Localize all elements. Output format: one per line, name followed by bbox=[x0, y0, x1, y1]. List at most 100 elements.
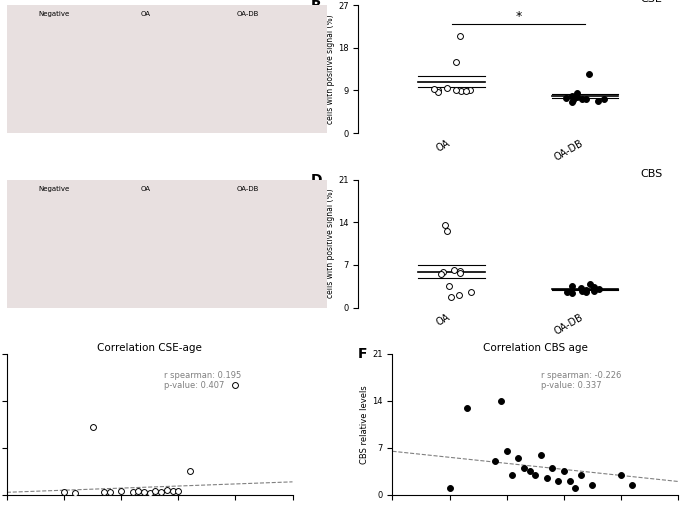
Text: B: B bbox=[310, 0, 321, 13]
Point bbox=[588, 283, 599, 291]
Point bbox=[580, 94, 591, 103]
Point bbox=[145, 489, 155, 497]
Point bbox=[445, 292, 456, 300]
Point bbox=[575, 284, 586, 292]
Point bbox=[162, 486, 173, 494]
Point bbox=[448, 266, 459, 274]
Point bbox=[524, 467, 535, 475]
Text: OA-DB: OA-DB bbox=[237, 186, 260, 192]
Y-axis label: cells with positive signal (%): cells with positive signal (%) bbox=[326, 14, 336, 124]
Point bbox=[461, 87, 472, 95]
Point bbox=[568, 96, 579, 104]
Point bbox=[558, 467, 569, 475]
Point bbox=[553, 477, 564, 485]
Point bbox=[450, 58, 461, 66]
Point bbox=[230, 381, 241, 389]
Point bbox=[116, 487, 127, 495]
Point bbox=[429, 85, 440, 93]
Point bbox=[507, 471, 518, 479]
Point bbox=[104, 488, 115, 496]
Point bbox=[138, 488, 149, 496]
Point bbox=[495, 397, 506, 405]
Point bbox=[461, 403, 472, 412]
Point bbox=[627, 481, 638, 489]
Text: Negative: Negative bbox=[39, 186, 70, 192]
Point bbox=[441, 84, 452, 92]
Text: r spearman: 0.195
p-value: 0.407: r spearman: 0.195 p-value: 0.407 bbox=[164, 371, 241, 390]
Point bbox=[432, 88, 443, 96]
Point bbox=[167, 487, 178, 495]
Point bbox=[184, 467, 195, 475]
Point bbox=[150, 487, 161, 495]
Point bbox=[455, 32, 466, 40]
Point bbox=[536, 450, 547, 459]
Point bbox=[453, 291, 464, 299]
Point bbox=[575, 471, 586, 479]
Point bbox=[432, 86, 443, 94]
Point bbox=[465, 288, 476, 296]
Point bbox=[571, 89, 582, 97]
Point bbox=[99, 488, 110, 496]
Point bbox=[585, 280, 596, 288]
Text: CSE: CSE bbox=[640, 0, 662, 4]
Point bbox=[566, 282, 577, 290]
Point bbox=[58, 488, 69, 496]
Point bbox=[587, 481, 598, 489]
Point bbox=[454, 267, 465, 275]
Point bbox=[443, 282, 454, 290]
Point bbox=[155, 488, 166, 496]
Point bbox=[593, 97, 603, 105]
Point bbox=[581, 286, 592, 294]
Point bbox=[450, 86, 461, 94]
Point bbox=[442, 227, 453, 235]
Text: *: * bbox=[515, 10, 521, 23]
Point bbox=[173, 487, 184, 495]
Text: F: F bbox=[358, 347, 368, 361]
Point bbox=[438, 268, 449, 276]
Point bbox=[566, 289, 577, 297]
Point bbox=[581, 288, 592, 296]
Point bbox=[127, 488, 138, 496]
Point bbox=[598, 95, 609, 103]
Point bbox=[133, 487, 144, 495]
Point bbox=[512, 454, 523, 462]
Text: CBS: CBS bbox=[640, 169, 662, 179]
Point bbox=[464, 85, 475, 93]
Text: D: D bbox=[310, 173, 322, 187]
Point bbox=[519, 464, 530, 472]
Point bbox=[570, 484, 581, 492]
Point bbox=[589, 287, 600, 295]
Y-axis label: cells with positive signal (%): cells with positive signal (%) bbox=[327, 189, 336, 298]
Point bbox=[571, 93, 582, 101]
Point bbox=[490, 458, 501, 466]
Point bbox=[588, 285, 599, 293]
Point bbox=[455, 269, 466, 277]
Point bbox=[560, 93, 571, 102]
Y-axis label: CBS relative levels: CBS relative levels bbox=[360, 385, 369, 464]
Point bbox=[547, 464, 558, 472]
Point bbox=[530, 471, 540, 479]
Text: r spearman: -0.226
p-value: 0.337: r spearman: -0.226 p-value: 0.337 bbox=[541, 371, 621, 390]
Text: Negative: Negative bbox=[39, 12, 70, 18]
Point bbox=[564, 477, 575, 485]
Point bbox=[70, 489, 81, 497]
Point bbox=[577, 95, 588, 104]
Point bbox=[584, 70, 595, 78]
Text: OA: OA bbox=[141, 186, 151, 192]
Point bbox=[501, 447, 512, 456]
Point bbox=[577, 286, 588, 294]
Point bbox=[444, 484, 455, 492]
Text: OA-DB: OA-DB bbox=[237, 12, 260, 18]
Point bbox=[566, 92, 577, 100]
Title: Correlation CSE-age: Correlation CSE-age bbox=[97, 343, 202, 353]
Point bbox=[87, 423, 98, 431]
Text: OA: OA bbox=[141, 12, 151, 18]
Point bbox=[566, 98, 577, 107]
Point bbox=[440, 221, 451, 229]
Title: Correlation CBS age: Correlation CBS age bbox=[483, 343, 588, 353]
Point bbox=[616, 471, 627, 479]
Point bbox=[562, 288, 573, 296]
Point bbox=[436, 270, 447, 278]
Point bbox=[541, 474, 552, 482]
Point bbox=[593, 285, 604, 293]
